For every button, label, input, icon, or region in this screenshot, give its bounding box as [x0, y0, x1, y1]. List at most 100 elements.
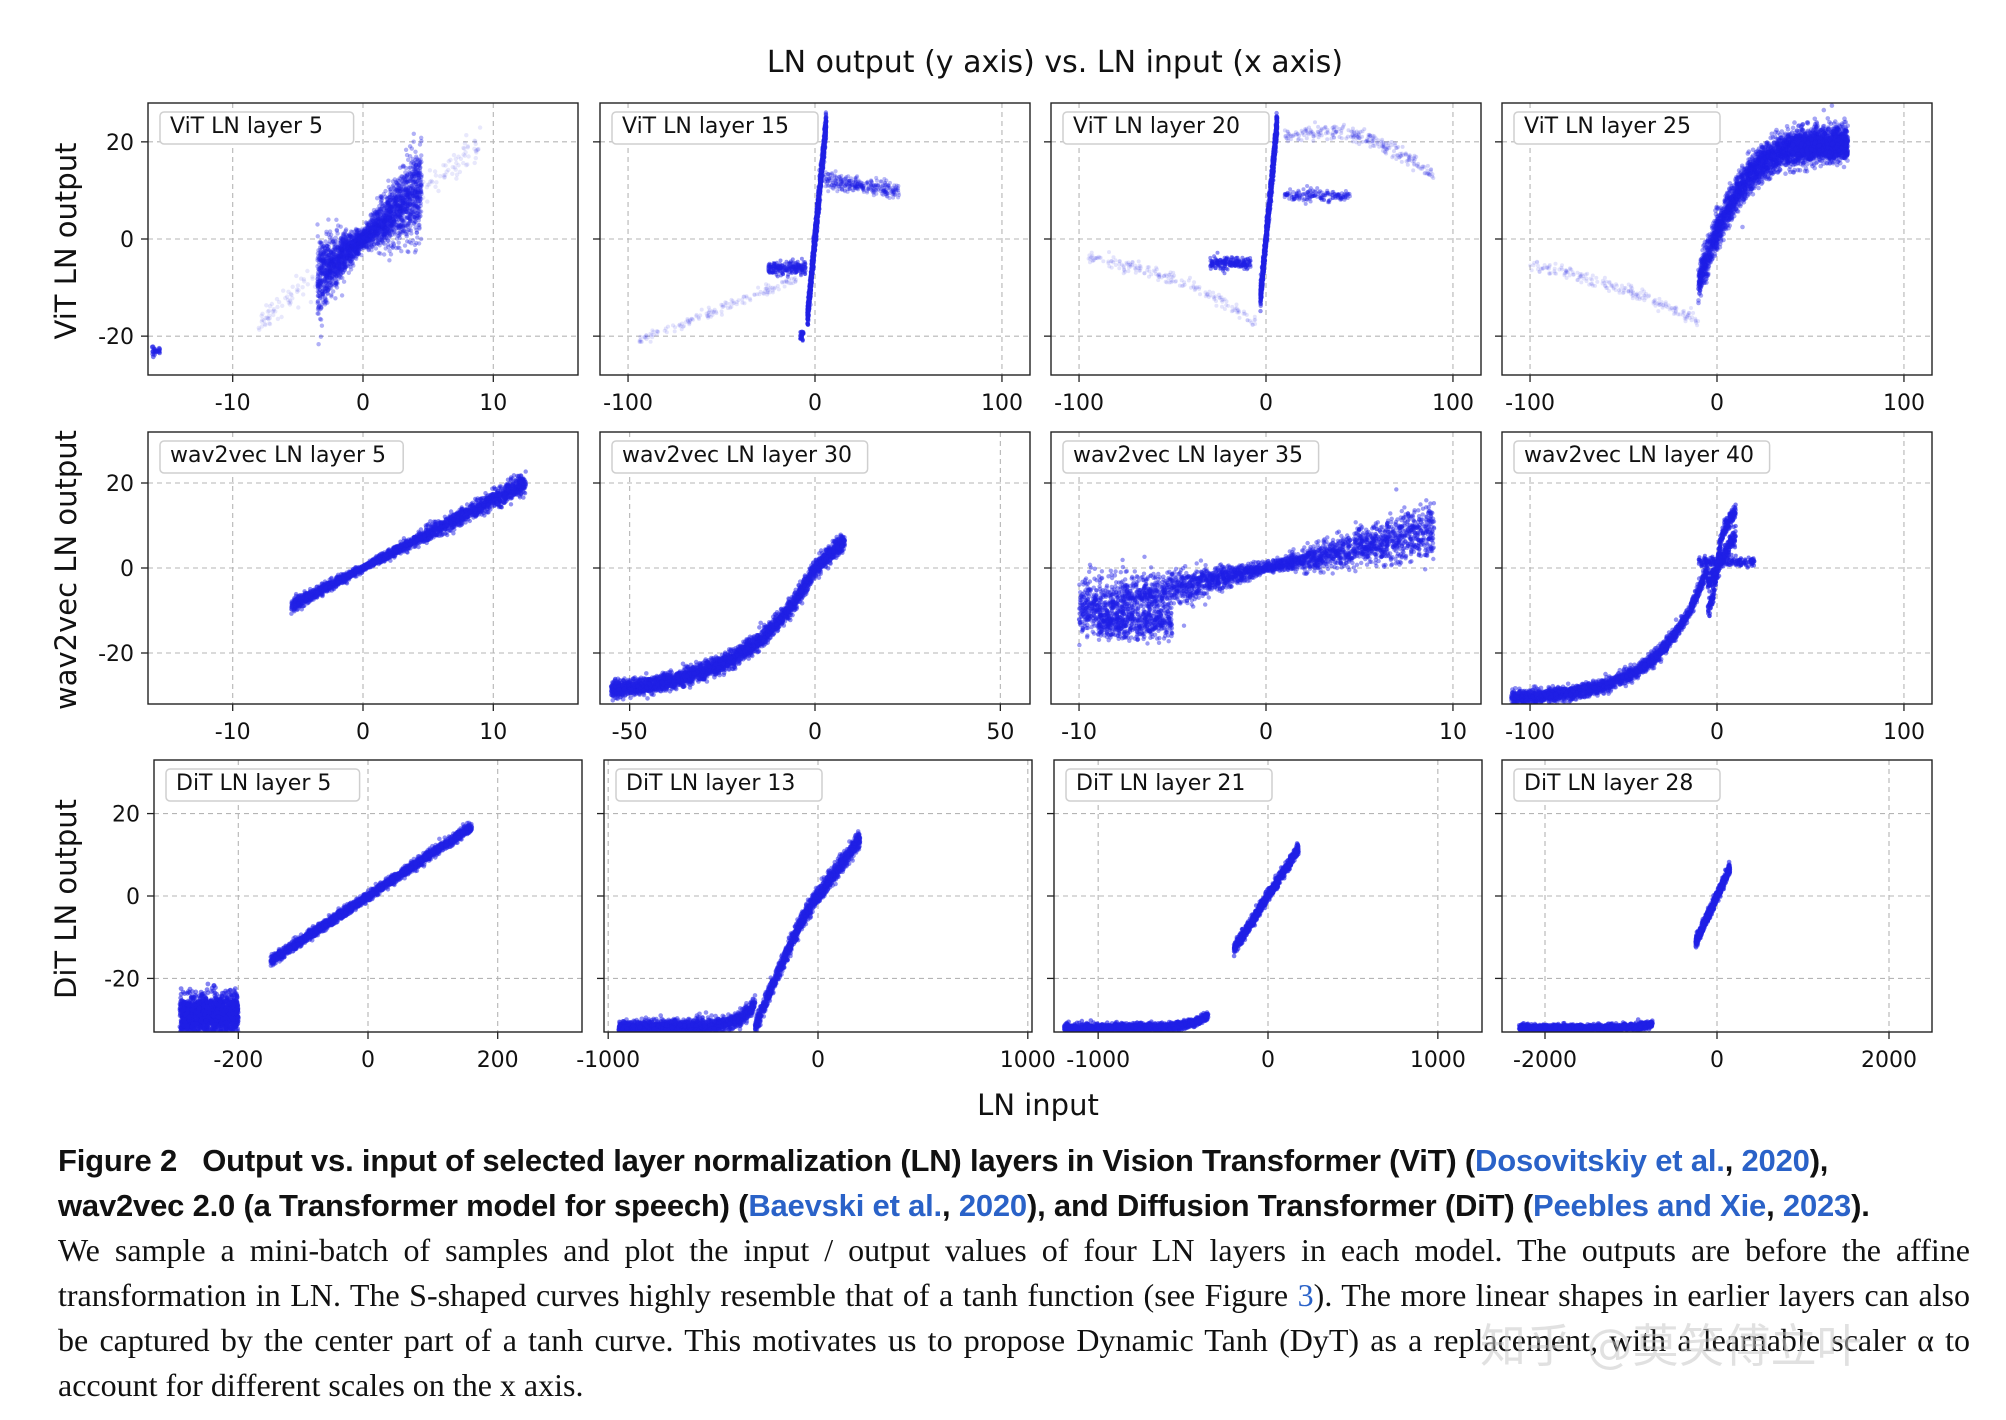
scatter-point	[376, 209, 381, 215]
scatter-point	[326, 232, 331, 237]
scatter-point	[399, 187, 404, 193]
scatter-point	[771, 270, 776, 275]
scatter-point	[391, 185, 397, 191]
scatter-point	[404, 196, 410, 202]
scatter-point	[315, 274, 320, 279]
scatter-point	[413, 163, 419, 168]
scatter-point	[325, 291, 330, 296]
scatter-point	[321, 249, 327, 254]
scatter-point	[400, 174, 405, 179]
scatter-point	[358, 242, 363, 248]
scatter-point	[441, 173, 446, 178]
scatter-point	[341, 254, 346, 259]
scatter-point	[407, 219, 413, 224]
scatter-point	[744, 295, 749, 300]
scatter-point	[276, 299, 282, 305]
scatter-point	[416, 163, 422, 168]
scatter-point	[396, 213, 401, 218]
scatter-point	[360, 239, 365, 244]
scatter-point	[402, 222, 407, 228]
scatter-point	[383, 217, 388, 223]
scatter-point	[389, 222, 395, 227]
scatter-point	[673, 325, 678, 330]
scatter-point	[346, 270, 351, 275]
scatter-point	[397, 208, 402, 213]
scatter-point	[320, 269, 326, 274]
scatter-point	[364, 238, 369, 244]
scatter-point	[382, 216, 388, 221]
scatter-point	[427, 168, 433, 173]
scatter-point	[379, 225, 385, 230]
scatter-point	[324, 276, 330, 282]
scatter-point	[682, 324, 686, 329]
scatter-point	[353, 250, 358, 255]
scatter-point	[388, 217, 393, 223]
scatter-point	[417, 159, 422, 164]
scatter-point	[401, 180, 406, 185]
scatter-point	[364, 231, 369, 236]
scatter-point	[327, 252, 332, 258]
scatter-point	[361, 243, 366, 248]
scatter-point	[338, 249, 343, 254]
scatter-point	[742, 301, 747, 306]
scatter-point	[396, 204, 401, 209]
scatter-point	[394, 203, 399, 208]
scatter-point	[324, 288, 329, 294]
scatter-points	[149, 125, 483, 360]
scatter-point	[345, 244, 351, 249]
scatter-point	[361, 234, 366, 239]
scatter-point	[382, 212, 387, 218]
scatter-point	[388, 223, 393, 228]
scatter-point	[465, 144, 470, 149]
scatter-point	[327, 275, 332, 280]
scatter-point	[360, 236, 365, 241]
scatter-point	[405, 189, 411, 195]
scatter-point	[361, 237, 366, 242]
scatter-point	[357, 238, 362, 244]
scatter-point	[375, 234, 380, 239]
scatter-point	[403, 206, 409, 212]
scatter-point	[401, 197, 406, 202]
scatter-point	[367, 234, 372, 239]
scatter-point	[151, 346, 157, 352]
scatter-point	[340, 231, 346, 237]
scatter-point	[373, 229, 379, 235]
scatter-point	[415, 211, 420, 216]
scatter-point	[316, 272, 321, 277]
scatter-point	[361, 240, 367, 245]
scatter-point	[388, 209, 393, 215]
scatter-point	[370, 227, 375, 232]
scatter-point	[335, 259, 341, 265]
scatter-point	[327, 262, 332, 267]
scatter-point	[344, 235, 349, 241]
scatter-point	[354, 241, 359, 246]
scatter-point	[337, 265, 342, 270]
scatter-point	[404, 215, 409, 221]
scatter-point	[408, 192, 413, 197]
scatter-point	[465, 162, 470, 167]
scatter-point	[336, 264, 341, 269]
scatter-point	[347, 238, 352, 244]
scatter-point	[317, 283, 322, 288]
scatter-point	[376, 224, 382, 230]
scatter-point	[372, 230, 378, 235]
scatter-point	[397, 186, 402, 192]
scatter-point	[374, 222, 379, 227]
scatter-point	[395, 189, 401, 194]
scatter-point	[406, 157, 411, 162]
scatter-point	[371, 237, 376, 242]
scatter-point	[321, 258, 326, 264]
scatter-point	[384, 212, 389, 217]
scatter-point	[257, 327, 262, 332]
scatter-point	[391, 224, 396, 229]
scatter-point	[365, 230, 370, 235]
scatter-point	[411, 172, 416, 177]
scatter-point	[361, 236, 367, 241]
scatter-point	[412, 201, 417, 207]
scatter-point	[350, 245, 355, 251]
scatter-point	[266, 316, 271, 322]
scatter-point	[355, 237, 361, 243]
scatter-point	[377, 230, 382, 235]
scatter-point	[379, 194, 384, 199]
scatter-point	[358, 234, 364, 240]
